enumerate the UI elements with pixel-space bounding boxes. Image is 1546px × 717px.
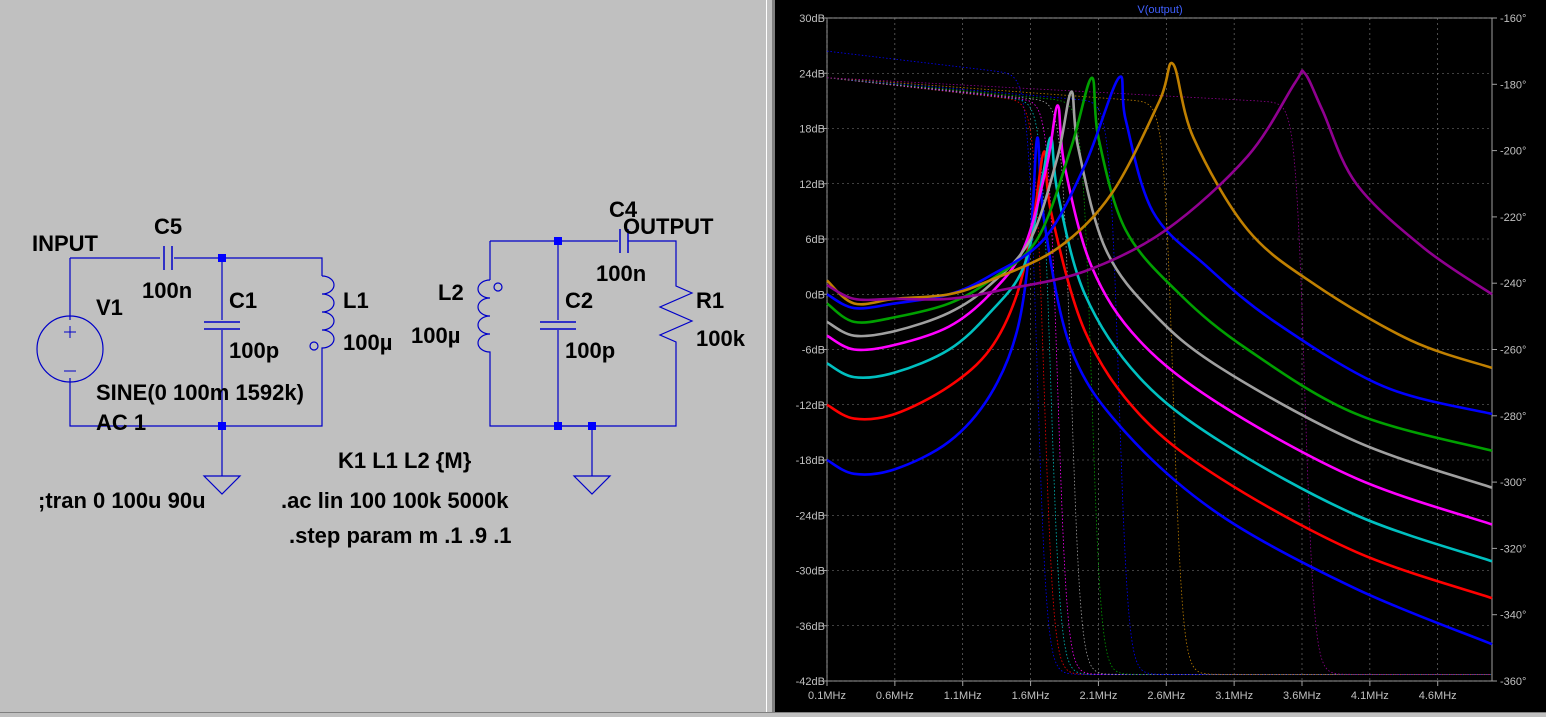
magnitude-trace bbox=[826, 75, 1493, 416]
y-left-tick-label: -18dB bbox=[796, 455, 825, 467]
y-left-tick-label: -30dB bbox=[796, 566, 825, 578]
l2-name-label[interactable]: L2 bbox=[438, 280, 464, 305]
window-bottom-edge bbox=[0, 712, 1546, 715]
y-left-tick-label: 30dB bbox=[799, 13, 825, 25]
y-left-tick-label: -42dB bbox=[796, 676, 825, 688]
c4-capacitor[interactable] bbox=[619, 229, 629, 253]
waveform-plot[interactable]: V(output) 0.1MHz 0.6MHz 1.1MHz 1.6MHz 2.1MHz… bbox=[775, 0, 1546, 712]
y-right-tick-label: -240° bbox=[1500, 278, 1526, 290]
y-left-tick-label: 0dB bbox=[805, 289, 825, 301]
coupling-directive[interactable]: K1 L1 L2 {M} bbox=[338, 448, 472, 473]
ac-directive[interactable]: .ac lin 100 100k 5000k bbox=[281, 488, 509, 513]
step-directive[interactable]: .step param m .1 .9 .1 bbox=[289, 523, 512, 548]
phase-trace bbox=[826, 77, 1492, 675]
y-right-tick-label: -340° bbox=[1500, 610, 1526, 622]
y-right-tick-label: -260° bbox=[1500, 345, 1526, 357]
c4-value-label[interactable]: 100n bbox=[596, 261, 646, 286]
phase-trace bbox=[826, 77, 1492, 675]
phase-trace bbox=[826, 77, 1492, 675]
phase-trace bbox=[826, 50, 1492, 675]
c1-capacitor[interactable] bbox=[204, 321, 240, 330]
v1-ac-label[interactable]: AC 1 bbox=[96, 410, 146, 435]
c5-name-label[interactable]: C5 bbox=[154, 214, 182, 239]
ground-symbol-2[interactable] bbox=[572, 475, 612, 495]
x-tick-label: 2.6MHz bbox=[1147, 690, 1185, 702]
phase-trace bbox=[826, 77, 1492, 675]
y-right-tick-label: -300° bbox=[1500, 477, 1526, 489]
y-left-tick-label: 6dB bbox=[805, 234, 825, 246]
y-left-tick-label: -36dB bbox=[796, 621, 825, 633]
y-right-tick-label: -320° bbox=[1500, 543, 1526, 555]
plot-grid bbox=[826, 17, 1493, 682]
l1-value-label[interactable]: 100µ bbox=[343, 330, 392, 355]
phase-curves[interactable] bbox=[826, 50, 1492, 675]
plot-title[interactable]: V(output) bbox=[1137, 4, 1182, 16]
y-left-tick-label: 24dB bbox=[799, 68, 825, 80]
y-left-tick-label: 12dB bbox=[799, 179, 825, 191]
x-tick-label: 1.6MHz bbox=[1012, 690, 1050, 702]
x-tick-label: 1.1MHz bbox=[944, 690, 982, 702]
phase-trace bbox=[826, 77, 1492, 675]
y-left-tick-label: -24dB bbox=[796, 510, 825, 522]
y-right-tick-label: -160° bbox=[1500, 13, 1526, 25]
x-tick-label: 4.1MHz bbox=[1351, 690, 1389, 702]
c2-capacitor[interactable] bbox=[540, 321, 576, 330]
tran-directive[interactable]: ;tran 0 100u 90u bbox=[38, 488, 206, 513]
y-right-tick-label: -280° bbox=[1500, 411, 1526, 423]
plot-axes[interactable]: 0.1MHz 0.6MHz 1.1MHz 1.6MHz 2.1MHz 2.6MHz 3.1M… bbox=[796, 13, 1527, 702]
c4-name-label[interactable]: C4 bbox=[609, 197, 638, 222]
schematic-canvas[interactable]: INPUT OUTPUT V1 SINE(0 100m 1592k) AC 1 … bbox=[0, 0, 766, 712]
c1-name-label[interactable]: C1 bbox=[229, 288, 257, 313]
v1-name-label[interactable]: V1 bbox=[96, 295, 123, 320]
x-tick-label: 3.6MHz bbox=[1283, 690, 1321, 702]
schematic-pane[interactable]: INPUT OUTPUT V1 SINE(0 100m 1592k) AC 1 … bbox=[0, 0, 767, 712]
phase-trace bbox=[826, 77, 1492, 675]
x-tick-label: 4.6MHz bbox=[1419, 690, 1457, 702]
ground-symbol-1[interactable] bbox=[202, 475, 242, 495]
junction-dots bbox=[218, 237, 596, 430]
x-tick-label: 3.1MHz bbox=[1215, 690, 1253, 702]
v1-source[interactable] bbox=[36, 315, 104, 383]
x-tick-label: 0.1MHz bbox=[808, 690, 846, 702]
magnitude-trace bbox=[826, 90, 1493, 489]
pane-splitter[interactable] bbox=[766, 0, 773, 715]
c1-value-label[interactable]: 100p bbox=[229, 338, 279, 363]
l1-name-label[interactable]: L1 bbox=[343, 288, 369, 313]
y-left-tick-label: -6dB bbox=[802, 345, 825, 357]
magnitude-trace bbox=[826, 150, 1493, 600]
y-right-tick-label: -220° bbox=[1500, 212, 1526, 224]
c2-value-label[interactable]: 100p bbox=[565, 338, 615, 363]
magnitude-trace bbox=[826, 61, 1493, 370]
c2-name-label[interactable]: C2 bbox=[565, 288, 593, 313]
l1-inductor[interactable] bbox=[309, 275, 335, 351]
c5-capacitor[interactable] bbox=[163, 246, 173, 270]
x-tick-label: 2.1MHz bbox=[1079, 690, 1117, 702]
input-net-label[interactable]: INPUT bbox=[32, 231, 99, 256]
y-right-tick-label: -180° bbox=[1500, 79, 1526, 91]
x-tick-label: 0.6MHz bbox=[876, 690, 914, 702]
r1-value-label[interactable]: 100k bbox=[696, 326, 746, 351]
phase-trace bbox=[826, 77, 1492, 675]
y-right-tick-label: -360° bbox=[1500, 676, 1526, 688]
magnitude-trace bbox=[826, 136, 1493, 646]
output-net-label[interactable]: OUTPUT bbox=[623, 214, 714, 239]
v1-value-label[interactable]: SINE(0 100m 1592k) bbox=[96, 380, 304, 405]
waveform-pane[interactable]: V(output) 0.1MHz 0.6MHz 1.1MHz 1.6MHz 2.1MHz… bbox=[773, 0, 1546, 712]
l2-inductor[interactable] bbox=[477, 279, 503, 356]
r1-name-label[interactable]: R1 bbox=[696, 288, 724, 313]
y-left-tick-label: -12dB bbox=[796, 400, 825, 412]
phase-trace bbox=[826, 77, 1492, 675]
r1-resistor[interactable] bbox=[658, 280, 694, 350]
magnitude-curves[interactable] bbox=[826, 61, 1493, 646]
c5-value-label[interactable]: 100n bbox=[142, 278, 192, 303]
magnitude-trace bbox=[826, 76, 1493, 453]
magnitude-trace bbox=[826, 69, 1493, 302]
y-right-tick-label: -200° bbox=[1500, 146, 1526, 158]
y-left-tick-label: 18dB bbox=[799, 124, 825, 136]
l2-value-label[interactable]: 100µ bbox=[411, 323, 460, 348]
magnitude-trace bbox=[826, 104, 1493, 526]
